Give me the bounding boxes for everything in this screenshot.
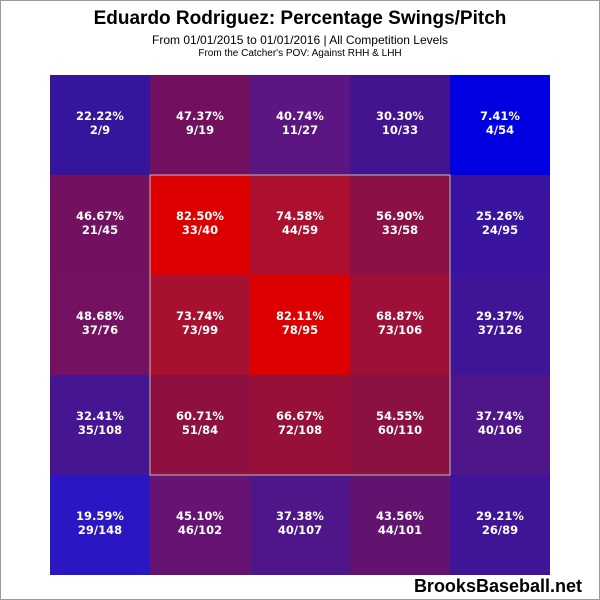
zone-cell-count-label: 78/95 [282, 323, 318, 337]
zone-cell-count-label: 35/108 [78, 423, 122, 437]
zone-cell-r1-c2 [250, 175, 350, 275]
zone-cell-pct-label: 56.90% [376, 209, 424, 223]
zone-cell-count-label: 33/58 [382, 223, 418, 237]
zone-cell-pct-label: 37.38% [276, 509, 324, 523]
zone-cell-r2-c1 [150, 275, 250, 375]
zone-cell-pct-label: 30.30% [376, 109, 424, 123]
zone-cell-count-label: 29/148 [78, 523, 122, 537]
zone-cell-count-label: 11/27 [282, 123, 318, 137]
zone-cell-pct-label: 73.74% [176, 309, 224, 323]
zone-cell-r0-c0 [50, 75, 150, 175]
zone-cell-count-label: 2/9 [90, 123, 110, 137]
zone-cell-r4-c4 [450, 475, 550, 575]
zone-cell-r2-c4 [450, 275, 550, 375]
zone-cell-pct-label: 46.67% [76, 209, 124, 223]
zone-cell-r4-c3 [350, 475, 450, 575]
zone-cell-count-label: 4/54 [486, 123, 514, 137]
zone-cell-pct-label: 29.37% [476, 309, 524, 323]
zone-cell-r0-c3 [350, 75, 450, 175]
zone-cell-r1-c1 [150, 175, 250, 275]
chart-title: Eduardo Rodriguez: Percentage Swings/Pit… [93, 8, 507, 29]
zone-cell-r2-c2 [250, 275, 350, 375]
zone-cell-count-label: 26/89 [482, 523, 518, 537]
zone-cell-r2-c3 [350, 275, 450, 375]
zone-cell-r3-c2 [250, 375, 350, 475]
zone-cell-count-label: 44/101 [378, 523, 422, 537]
zone-cell-count-label: 21/45 [82, 223, 118, 237]
zone-cell-count-label: 37/76 [82, 323, 118, 337]
zone-cell-count-label: 46/102 [178, 523, 222, 537]
strike-zone-outline [149, 174, 451, 476]
zone-cell-r2-c0 [50, 275, 150, 375]
zone-cell-pct-label: 60.71% [176, 409, 224, 423]
zone-cell-count-label: 51/84 [182, 423, 218, 437]
brooks-baseball-logo-text: BrooksBaseball.net [413, 576, 582, 596]
zone-cell-pct-label: 25.26% [476, 209, 524, 223]
zone-cell-r3-c4 [450, 375, 550, 475]
zone-cell-r4-c0 [50, 475, 150, 575]
zone-cell-pct-label: 32.41% [76, 409, 124, 423]
zone-cell-count-label: 9/19 [186, 123, 214, 137]
zone-cell-pct-label: 45.10% [176, 509, 224, 523]
zone-cell-r1-c0 [50, 175, 150, 275]
zone-cell-r3-c0 [50, 375, 150, 475]
zone-cell-pct-label: 68.87% [376, 309, 424, 323]
zone-cell-count-label: 40/106 [478, 423, 522, 437]
zone-cell-r3-c3 [350, 375, 450, 475]
zone-cell-count-label: 72/108 [278, 423, 322, 437]
zone-cell-count-label: 60/110 [378, 423, 422, 437]
zone-cell-pct-label: 47.37% [176, 109, 224, 123]
chart-pov-note: From the Catcher's POV: Against RHH & LH… [198, 48, 402, 59]
zone-cell-r0-c2 [250, 75, 350, 175]
zone-cell-r4-c2 [250, 475, 350, 575]
zone-cell-count-label: 44/59 [282, 223, 318, 237]
zone-cell-count-label: 33/40 [182, 223, 218, 237]
zone-cell-pct-label: 54.55% [376, 409, 424, 423]
zone-cell-r0-c1 [150, 75, 250, 175]
chart-subtitle: From 01/01/2015 to 01/01/2016 | All Comp… [152, 33, 448, 47]
zone-cell-pct-label: 7.41% [480, 109, 520, 123]
zone-cell-pct-label: 40.74% [276, 109, 324, 123]
zone-cell-pct-label: 22.22% [76, 109, 124, 123]
zone-cell-r1-c4 [450, 175, 550, 275]
zone-cell-r4-c1 [150, 475, 250, 575]
zone-cell-count-label: 24/95 [482, 223, 518, 237]
zone-cell-count-label: 40/107 [278, 523, 322, 537]
zone-cell-pct-label: 43.56% [376, 509, 424, 523]
zone-cell-r0-c4 [450, 75, 550, 175]
zone-cell-count-label: 73/106 [378, 323, 422, 337]
zone-cell-count-label: 37/126 [478, 323, 522, 337]
zone-cell-r1-c3 [350, 175, 450, 275]
zone-cell-pct-label: 66.67% [276, 409, 324, 423]
zone-cell-pct-label: 19.59% [76, 509, 124, 523]
zone-cell-pct-label: 82.50% [176, 209, 224, 223]
zone-cell-count-label: 10/33 [382, 123, 418, 137]
zone-cell-pct-label: 48.68% [76, 309, 124, 323]
zone-cell-pct-label: 74.58% [276, 209, 324, 223]
zone-cell-pct-label: 29.21% [476, 509, 524, 523]
zone-cell-pct-label: 37.74% [476, 409, 524, 423]
zone-cell-r3-c1 [150, 375, 250, 475]
zone-cell-count-label: 73/99 [182, 323, 218, 337]
zone-cell-pct-label: 82.11% [276, 309, 324, 323]
